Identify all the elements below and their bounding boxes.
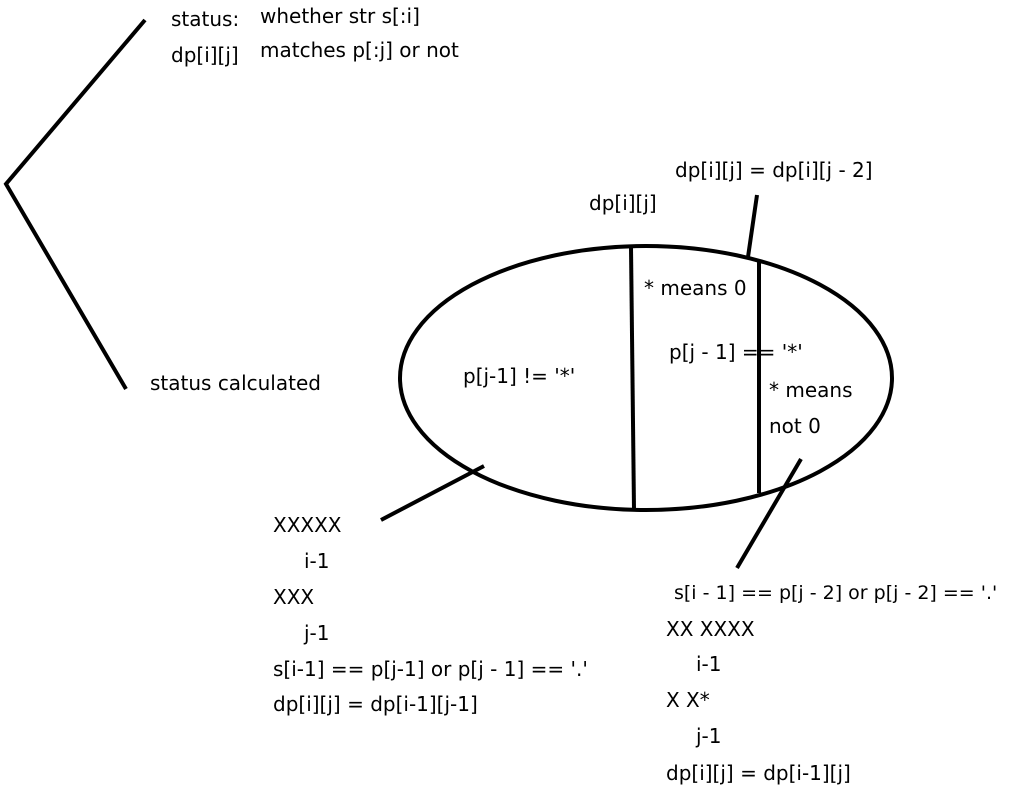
- pointer-star-nonzero: [735, 457, 803, 570]
- right-condition: s[i - 1] == p[j - 2] or p[j - 2] == '.': [674, 582, 998, 604]
- bracket-line: [3, 18, 147, 391]
- pointer-left-case: [380, 464, 485, 522]
- left-condition: s[i-1] == p[j-1] or p[j - 1] == '.': [273, 657, 588, 681]
- right-p-index: j-1: [696, 724, 722, 748]
- left-case-label: p[j-1] != '*': [463, 364, 576, 388]
- ellipse-dp-label: dp[i][j]: [589, 191, 657, 215]
- star-case-label: p[j - 1] == '*': [669, 340, 803, 364]
- left-s-pattern: XXXXX: [273, 513, 342, 537]
- status-label: status:: [171, 7, 240, 31]
- left-p-index: j-1: [304, 621, 330, 645]
- left-p-pattern: XXX: [273, 585, 315, 609]
- right-s-pattern: XX XXXX: [666, 617, 755, 641]
- status-desc-line2: matches p[:j] or not: [260, 38, 459, 62]
- star-nonzero-line2: not 0: [769, 414, 821, 438]
- right-p-pattern: X X*: [666, 688, 710, 712]
- status-desc-line1: whether str s[:i]: [260, 4, 420, 28]
- star-nonzero-line1: * means: [769, 378, 853, 402]
- pointer-star-zero: [746, 194, 759, 258]
- star-zero-label: * means 0: [644, 276, 747, 300]
- dp-state-ellipse: [398, 244, 894, 512]
- star-zero-formula: dp[i][j] = dp[i][j - 2]: [675, 158, 873, 182]
- right-s-index: i-1: [696, 652, 722, 676]
- ellipse-divider-left: [629, 246, 636, 511]
- left-s-index: i-1: [304, 549, 330, 573]
- status-calculated-label: status calculated: [150, 371, 321, 395]
- status-dp-label: dp[i][j]: [171, 43, 239, 67]
- right-formula: dp[i][j] = dp[i-1][j]: [666, 761, 851, 785]
- left-formula: dp[i][j] = dp[i-1][j-1]: [273, 692, 478, 716]
